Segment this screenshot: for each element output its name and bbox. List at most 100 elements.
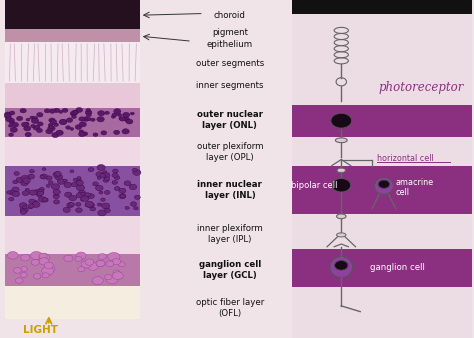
Ellipse shape (337, 168, 346, 172)
Circle shape (48, 123, 53, 127)
Circle shape (48, 126, 55, 131)
Circle shape (42, 168, 46, 170)
Circle shape (119, 117, 125, 121)
Circle shape (46, 176, 52, 180)
Circle shape (114, 109, 121, 114)
Bar (5, 108, 140, 137)
Circle shape (34, 189, 42, 195)
Circle shape (88, 168, 94, 172)
Circle shape (69, 202, 74, 207)
Text: horizontal cell: horizontal cell (377, 154, 434, 163)
Circle shape (30, 116, 35, 119)
Circle shape (97, 176, 101, 179)
Circle shape (32, 202, 40, 208)
Circle shape (50, 120, 57, 124)
Circle shape (75, 125, 82, 129)
Circle shape (76, 107, 82, 113)
Circle shape (62, 108, 68, 113)
Circle shape (78, 267, 85, 272)
Bar (5, 216, 140, 254)
Circle shape (66, 126, 71, 129)
Circle shape (85, 201, 93, 207)
Circle shape (53, 172, 61, 177)
Circle shape (104, 190, 110, 194)
Circle shape (29, 170, 34, 173)
Ellipse shape (337, 233, 346, 237)
Circle shape (39, 253, 47, 259)
Circle shape (104, 177, 110, 181)
Text: pigment
epithelium: pigment epithelium (207, 28, 253, 49)
Circle shape (78, 190, 86, 196)
Circle shape (96, 260, 105, 266)
Text: LIGHT: LIGHT (23, 324, 58, 335)
Circle shape (92, 276, 103, 285)
Circle shape (31, 124, 35, 127)
Circle shape (9, 197, 14, 201)
Circle shape (86, 113, 91, 117)
Circle shape (122, 129, 129, 134)
Circle shape (8, 251, 18, 259)
Circle shape (10, 127, 18, 132)
Circle shape (81, 195, 89, 201)
Circle shape (81, 192, 85, 196)
Circle shape (79, 130, 83, 133)
Bar (292, 0, 472, 14)
Circle shape (9, 190, 16, 195)
Circle shape (85, 203, 91, 207)
Circle shape (102, 173, 110, 178)
Circle shape (13, 268, 21, 273)
Circle shape (21, 122, 28, 127)
Circle shape (37, 191, 44, 195)
Circle shape (105, 111, 109, 115)
Circle shape (10, 119, 14, 122)
Circle shape (42, 273, 49, 278)
Circle shape (15, 278, 23, 283)
Circle shape (70, 127, 74, 130)
Circle shape (6, 117, 12, 122)
Circle shape (119, 194, 126, 199)
Circle shape (96, 172, 103, 177)
Circle shape (25, 188, 29, 191)
Circle shape (39, 258, 49, 265)
Circle shape (48, 267, 55, 271)
Circle shape (51, 184, 60, 190)
Circle shape (49, 126, 54, 129)
Circle shape (56, 130, 64, 136)
Circle shape (85, 110, 92, 115)
Circle shape (24, 126, 31, 131)
Circle shape (90, 207, 96, 211)
Bar (5, 166, 140, 216)
Circle shape (87, 202, 94, 208)
Circle shape (23, 178, 30, 183)
Circle shape (135, 195, 140, 199)
Circle shape (105, 274, 112, 280)
Circle shape (76, 180, 83, 185)
Circle shape (125, 207, 129, 210)
Circle shape (97, 117, 104, 122)
Circle shape (76, 185, 84, 191)
Circle shape (79, 132, 85, 137)
Circle shape (98, 210, 106, 216)
Text: ganglion cell: ganglion cell (370, 263, 425, 271)
Circle shape (77, 176, 81, 179)
Circle shape (27, 174, 35, 179)
Bar (5, 42, 140, 83)
Circle shape (133, 170, 141, 175)
Circle shape (112, 180, 118, 184)
Circle shape (31, 260, 39, 265)
Text: optic fiber layer
(OFL): optic fiber layer (OFL) (196, 297, 264, 318)
Circle shape (106, 261, 114, 267)
Circle shape (378, 180, 390, 188)
Circle shape (14, 172, 19, 175)
Circle shape (114, 187, 120, 191)
Circle shape (134, 207, 138, 210)
Circle shape (44, 262, 54, 269)
Circle shape (40, 175, 45, 178)
Circle shape (48, 181, 53, 184)
Circle shape (57, 179, 65, 184)
Circle shape (99, 191, 103, 194)
Circle shape (72, 115, 76, 118)
Circle shape (64, 255, 73, 262)
Circle shape (126, 120, 130, 123)
Circle shape (76, 178, 82, 182)
